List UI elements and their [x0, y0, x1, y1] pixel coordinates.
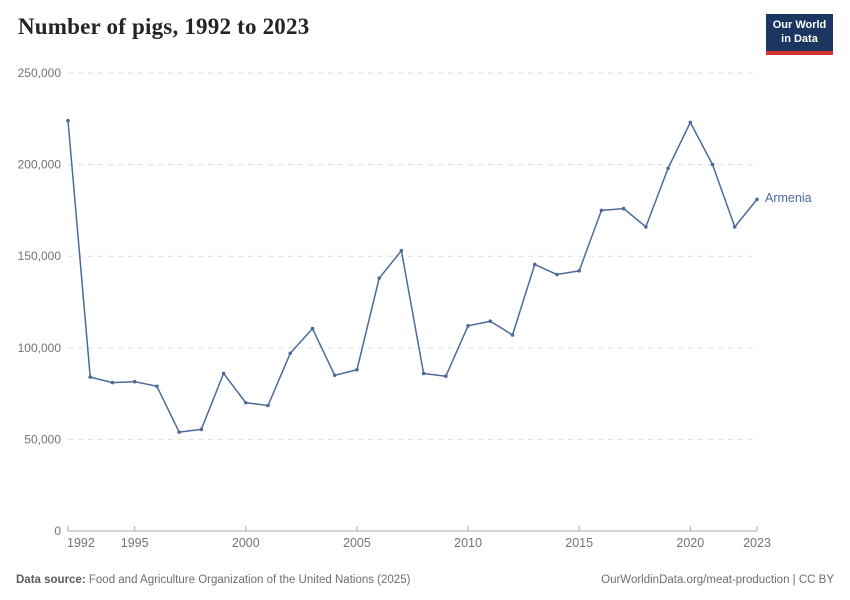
y-axis-tick-label: 50,000: [24, 432, 61, 446]
x-axis-tick-label: 1992: [67, 536, 95, 550]
y-axis-tick-label: 150,000: [18, 249, 62, 263]
data-point: [621, 206, 626, 211]
y-axis-tick-label: 200,000: [18, 158, 62, 172]
data-source-text: Data source: Food and Agriculture Organi…: [16, 574, 410, 586]
data-point: [377, 276, 381, 280]
data-point: [710, 162, 715, 167]
data-point: [332, 373, 337, 378]
data-point: [288, 351, 293, 356]
data-point: [466, 324, 470, 328]
series-line: [67, 119, 758, 433]
y-axis-tick-label: 100,000: [18, 341, 62, 355]
data-point: [355, 367, 359, 372]
data-point: [221, 371, 226, 376]
data-point: [532, 262, 537, 267]
x-axis-tick-label: 2005: [343, 536, 371, 550]
x-axis-tick-label: 1995: [121, 536, 149, 550]
data-point: [199, 427, 204, 432]
data-point: [577, 269, 581, 273]
data-point: [110, 380, 115, 385]
owid-logo-line2: in Data: [781, 32, 818, 45]
data-point: [399, 248, 404, 253]
footer-link: OurWorldinData.org/meat-production | CC …: [601, 574, 834, 586]
data-point: [310, 326, 315, 331]
data-point: [244, 400, 248, 405]
chart-footer: Data source: Food and Agriculture Organi…: [16, 568, 834, 592]
series-label-armenia: Armenia: [765, 191, 812, 206]
data-point: [444, 374, 448, 378]
data-point: [177, 430, 181, 434]
x-axis-tick-label: 2015: [565, 536, 593, 550]
data-point: [132, 379, 137, 384]
data-point: [644, 225, 648, 229]
data-point: [599, 208, 604, 213]
data-point: [88, 375, 93, 379]
line-chart-svg: 0 50,000 100,000 150,000 200,000 250,000 1992 1…: [18, 66, 771, 550]
x-axis-tick-label: 2010: [454, 536, 482, 550]
owid-logo-line1: Our World: [772, 19, 827, 31]
data-source-value: Food and Agriculture Organization of the…: [88, 574, 411, 586]
x-axis-tick-label: 2020: [676, 536, 704, 550]
data-point: [666, 166, 670, 171]
data-point: [66, 118, 70, 123]
data-point: [421, 371, 426, 376]
owid-logo: Our World in Data: [766, 14, 833, 55]
data-source-label: Data source:: [16, 574, 86, 586]
y-axis-tick-label: 0: [54, 524, 61, 538]
data-point: [755, 197, 759, 202]
data-point: [732, 225, 737, 229]
data-point: [488, 319, 493, 324]
data-point: [510, 333, 515, 337]
x-axis-tick-label: 2023: [743, 536, 771, 550]
data-point: [688, 120, 693, 125]
y-axis-tick-label: 250,000: [18, 66, 62, 80]
chart-area: 0 50,000 100,000 150,000 200,000 250,000 1992 1…: [18, 66, 812, 550]
x-axis-tick-label: 2000: [232, 536, 260, 550]
data-point: [155, 384, 159, 389]
chart-title: Number of pigs, 1992 to 2023: [18, 14, 310, 39]
data-point: [555, 272, 559, 277]
data-point: [266, 403, 270, 408]
